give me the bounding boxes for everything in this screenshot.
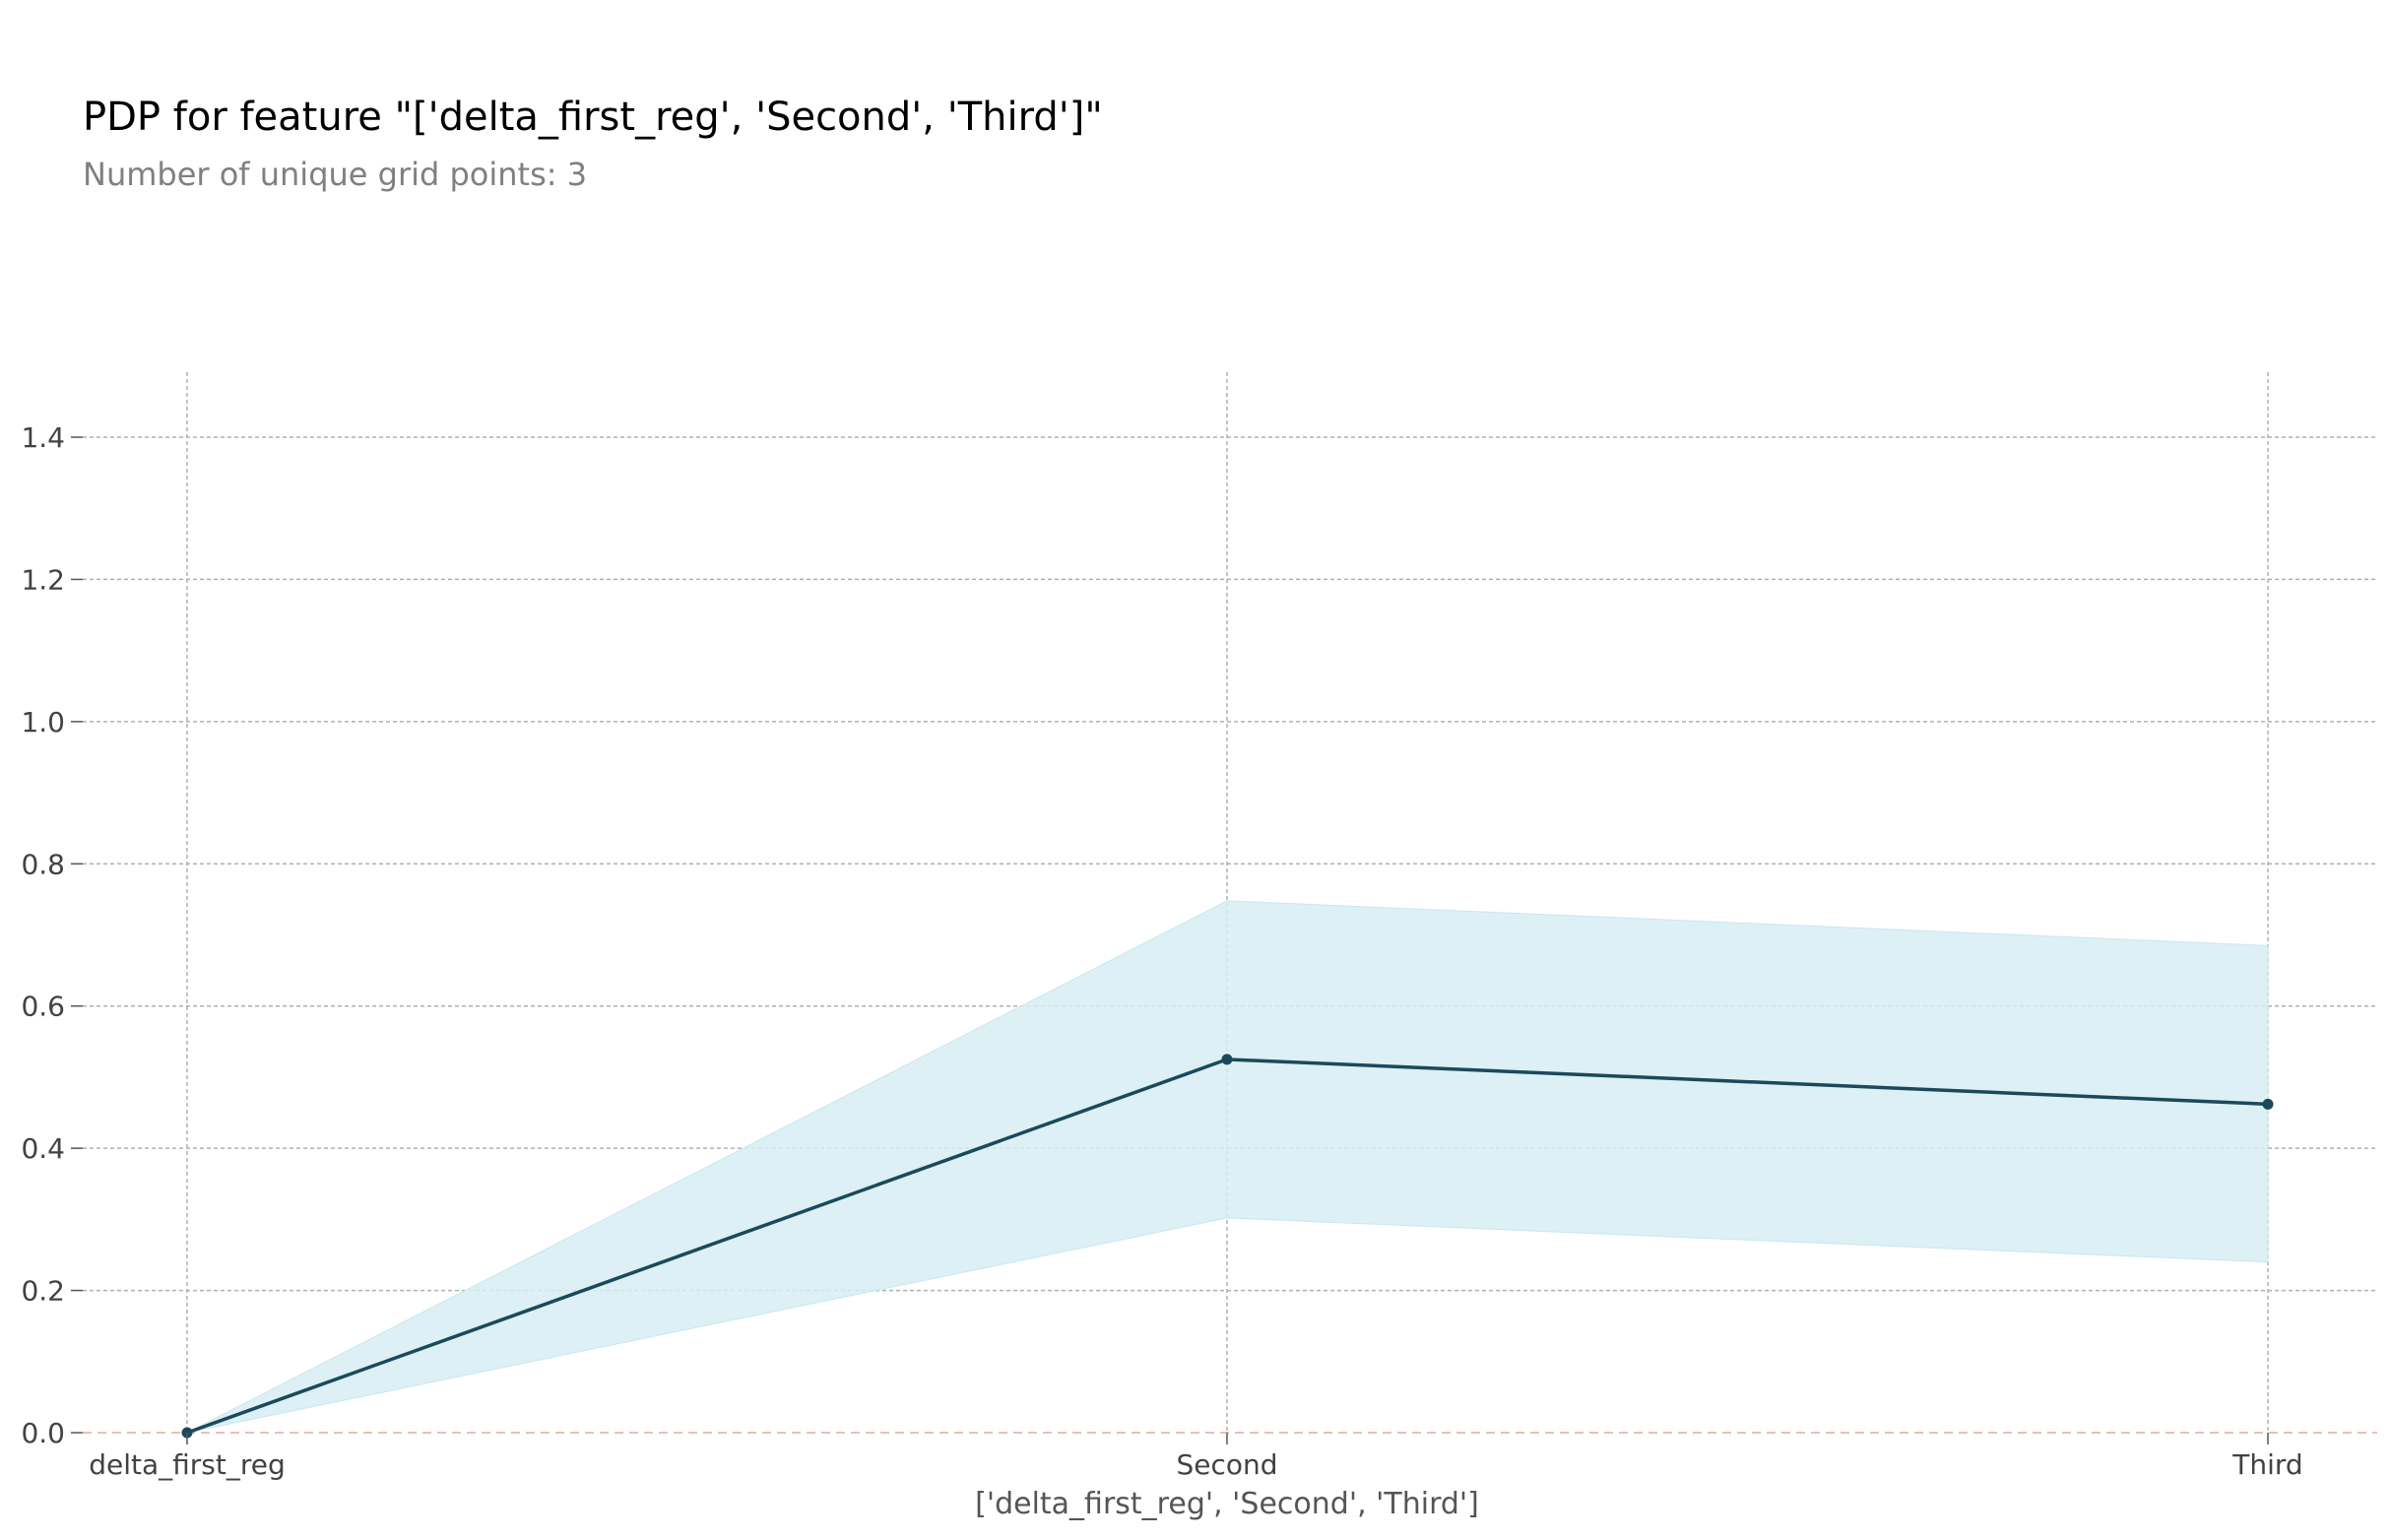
y-tick-label: 1.4 [21,421,65,454]
y-tick-labels: 0.0 0.2 0.4 0.6 0.8 1.0 1.2 1.4 [21,421,83,1449]
x-tick-labels: delta_first_reg Second Third [89,1433,2303,1481]
y-tick-label: 0.2 [21,1275,65,1308]
pdp-point-second [1221,1054,1233,1065]
x-tick-label: delta_first_reg [89,1448,286,1481]
y-tick-label: 0.0 [21,1417,65,1449]
y-tick-label: 0.6 [21,991,65,1023]
y-tick-label: 1.2 [21,563,65,596]
x-tick-label: Third [2231,1448,2302,1481]
x-tick-label: Second [1176,1448,1277,1481]
y-tick-label: 0.8 [21,848,65,880]
chart-title: PDP for feature "['delta_first_reg', 'Se… [83,95,1103,140]
y-tick-label: 1.0 [21,706,65,738]
x-axis-label: ['delta_first_reg', 'Second', 'Third'] [975,1487,1479,1521]
chart-subtitle: Number of unique grid points: 3 [83,156,588,193]
y-tick-label: 0.4 [21,1132,65,1165]
pdp-point-third [2262,1098,2274,1110]
